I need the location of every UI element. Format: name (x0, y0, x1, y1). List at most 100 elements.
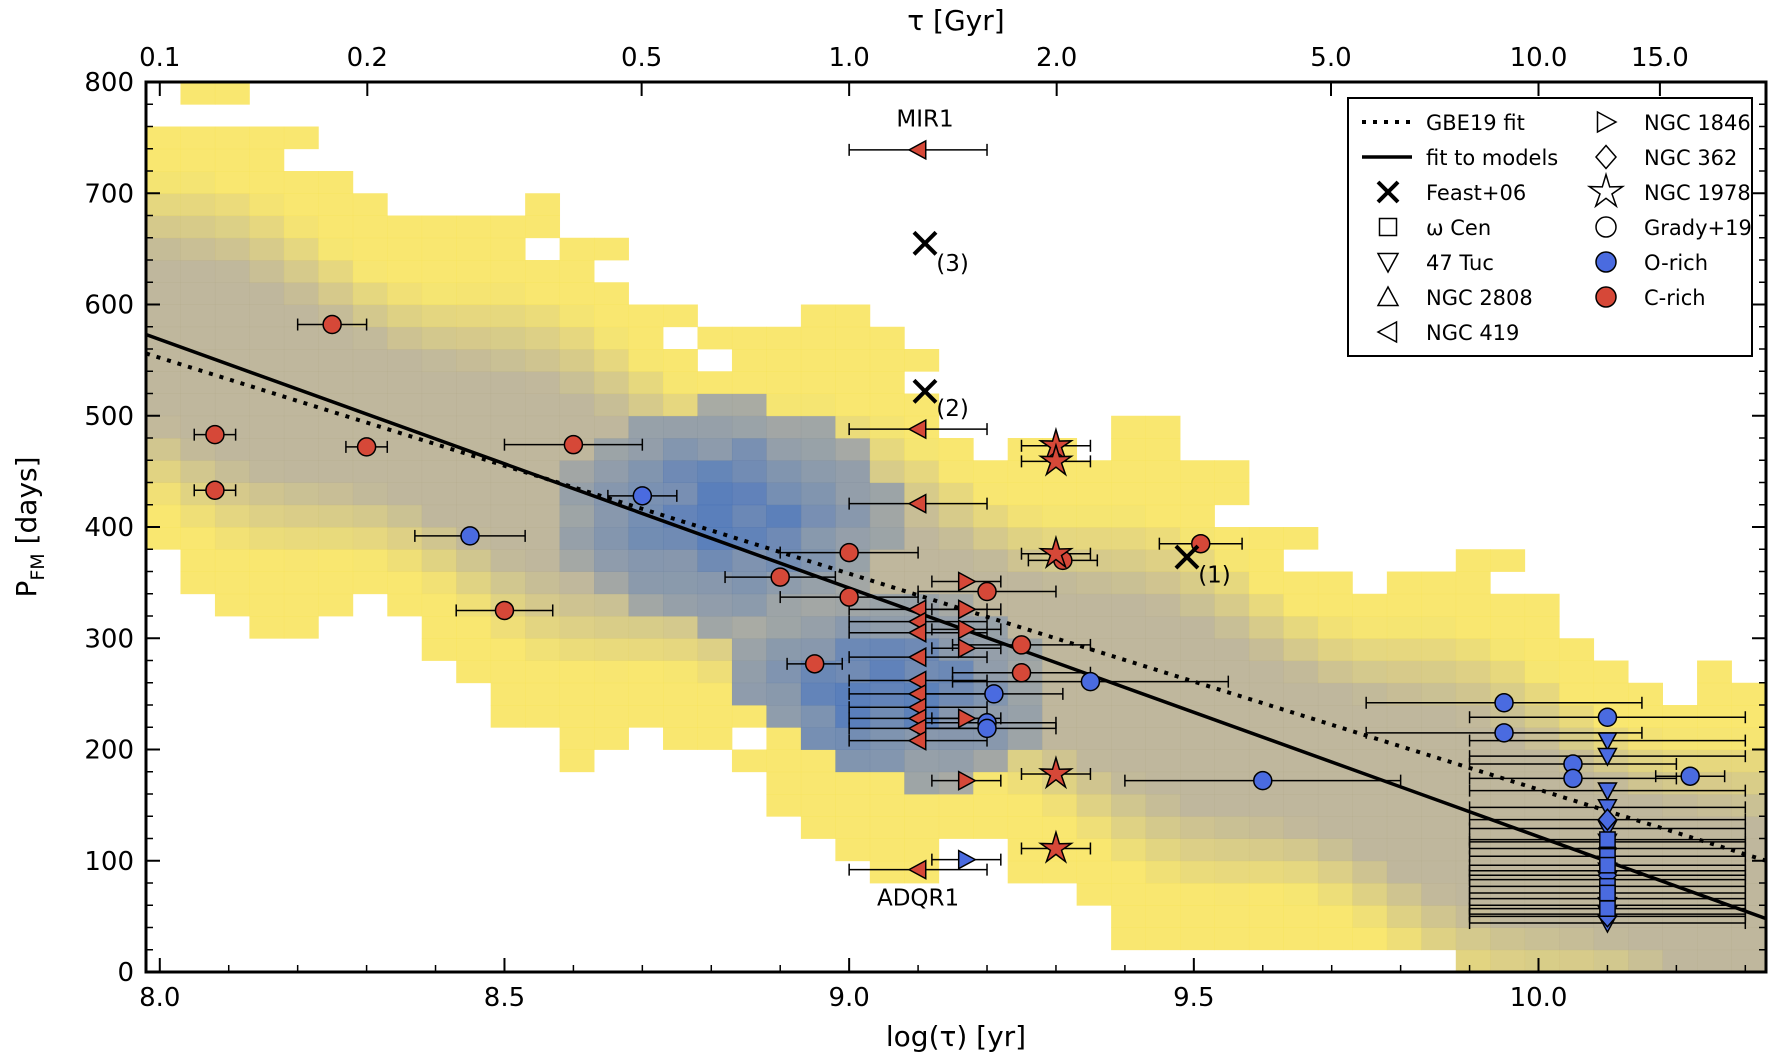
heatmap-cell (1697, 660, 1732, 684)
heatmap-cell (352, 260, 388, 283)
heatmap-cell (1076, 705, 1112, 728)
heatmap-cell (800, 749, 836, 773)
heatmap-cell (628, 682, 664, 706)
heatmap-cell (1559, 638, 1595, 661)
heatmap-cell (594, 460, 629, 483)
heatmap-cell (594, 638, 629, 661)
heatmap-cell (1386, 927, 1422, 951)
heatmap-cell (283, 504, 319, 528)
heatmap-cell (1559, 705, 1595, 728)
heatmap-cell (1042, 794, 1078, 817)
heatmap-cell (1111, 482, 1146, 506)
heatmap-cell (869, 571, 905, 595)
heatmap-cell (973, 816, 1009, 839)
heatmap-cell (1180, 927, 1215, 951)
heatmap-cell (559, 393, 595, 417)
heatmap-cell (835, 727, 871, 750)
heatmap-cell (456, 549, 492, 572)
heatmap-cell (1490, 660, 1526, 684)
heatmap-cell (800, 415, 836, 439)
heatmap-cell (283, 282, 319, 305)
heatmap-cell (1042, 527, 1078, 550)
heatmap-cell (318, 482, 354, 506)
heatmap-cell (214, 304, 250, 328)
heatmap-cell (490, 438, 526, 461)
heatmap-cell (490, 282, 526, 305)
heatmap-cell (1111, 460, 1146, 483)
heatmap-cell (1007, 794, 1043, 817)
heatmap-cell (1386, 616, 1422, 639)
heatmap-cell (1455, 727, 1491, 750)
heatmap-cell (1283, 883, 1319, 906)
heatmap-cell (1524, 727, 1560, 750)
heatmap-cell (456, 393, 492, 417)
axes: 8.0 8.5 9.0 9.5 10.0 0 100 200 300 400 500 600 700 80… (84, 43, 1766, 1013)
heatmap-cell (456, 460, 492, 483)
data-point (1597, 808, 1618, 832)
heatmap-cell (835, 660, 871, 684)
heatmap-cell (1180, 749, 1215, 773)
heatmap-cell (559, 638, 595, 661)
heatmap-cell (1421, 638, 1457, 661)
heatmap-cell (1490, 949, 1526, 972)
heatmap-cell (1007, 616, 1043, 639)
annotation-label: (3) (936, 251, 969, 277)
heatmap-cell (1524, 860, 1560, 884)
heatmap-cell (731, 504, 767, 528)
heatmap-cell (490, 260, 526, 283)
heatmap-cell (594, 616, 629, 639)
heatmap-cell (1283, 816, 1319, 839)
heatmap-cell (904, 482, 940, 506)
heatmap-cell (180, 171, 216, 194)
heatmap-cell (869, 393, 905, 417)
heatmap-cell (1145, 794, 1181, 817)
heatmap-cell (559, 504, 595, 528)
heatmap-cell (1455, 571, 1491, 595)
heatmap-cell (456, 371, 492, 394)
model-density-heatmap (146, 82, 1766, 972)
heatmap-cell (1731, 927, 1766, 951)
heatmap-cell (869, 749, 905, 773)
heatmap-cell (904, 460, 940, 483)
heatmap-cell (525, 326, 561, 350)
heatmap-cell (1386, 883, 1422, 906)
heatmap-cell (628, 705, 664, 728)
heatmap-cell (1628, 927, 1663, 951)
heatmap-cell (1180, 593, 1215, 617)
heatmap-cell (1697, 682, 1732, 706)
heatmap-cell (938, 794, 974, 817)
heatmap-cell (180, 148, 216, 172)
heatmap-cell (1317, 660, 1353, 684)
heatmap-cell (1248, 638, 1284, 661)
data-point (1253, 770, 1273, 791)
heatmap-cell (697, 460, 733, 483)
data-point (1599, 831, 1616, 849)
data-point (957, 708, 977, 729)
heatmap-cell (180, 193, 216, 216)
heatmap-cell (180, 438, 216, 461)
heatmap-cell (1386, 771, 1422, 795)
heatmap-cell (146, 193, 181, 216)
heatmap-cell (697, 660, 733, 684)
heatmap-cell (1628, 727, 1663, 750)
heatmap-cell (1111, 771, 1146, 795)
heatmap-cell (1421, 727, 1457, 750)
heatmap-cell (1352, 593, 1388, 617)
heatmap-cell (594, 549, 629, 572)
heatmap-cell (214, 237, 250, 261)
heatmap-cell (663, 549, 698, 572)
heatmap-cell (1145, 705, 1181, 728)
heatmap-cell (663, 527, 698, 550)
heatmap-cell (1042, 616, 1078, 639)
heatmap-cell (352, 215, 388, 239)
data-point (1597, 747, 1618, 767)
heatmap-cell (1180, 816, 1215, 839)
heatmap-cell (1731, 749, 1766, 773)
heatmap-cell (1007, 727, 1043, 750)
heatmap-cell (869, 771, 905, 795)
heatmap-cell (146, 260, 181, 283)
heatmap-cell (835, 527, 871, 550)
heatmap-cell (800, 794, 836, 817)
heatmap-cell (869, 816, 905, 839)
heatmap-cell (1007, 749, 1043, 773)
